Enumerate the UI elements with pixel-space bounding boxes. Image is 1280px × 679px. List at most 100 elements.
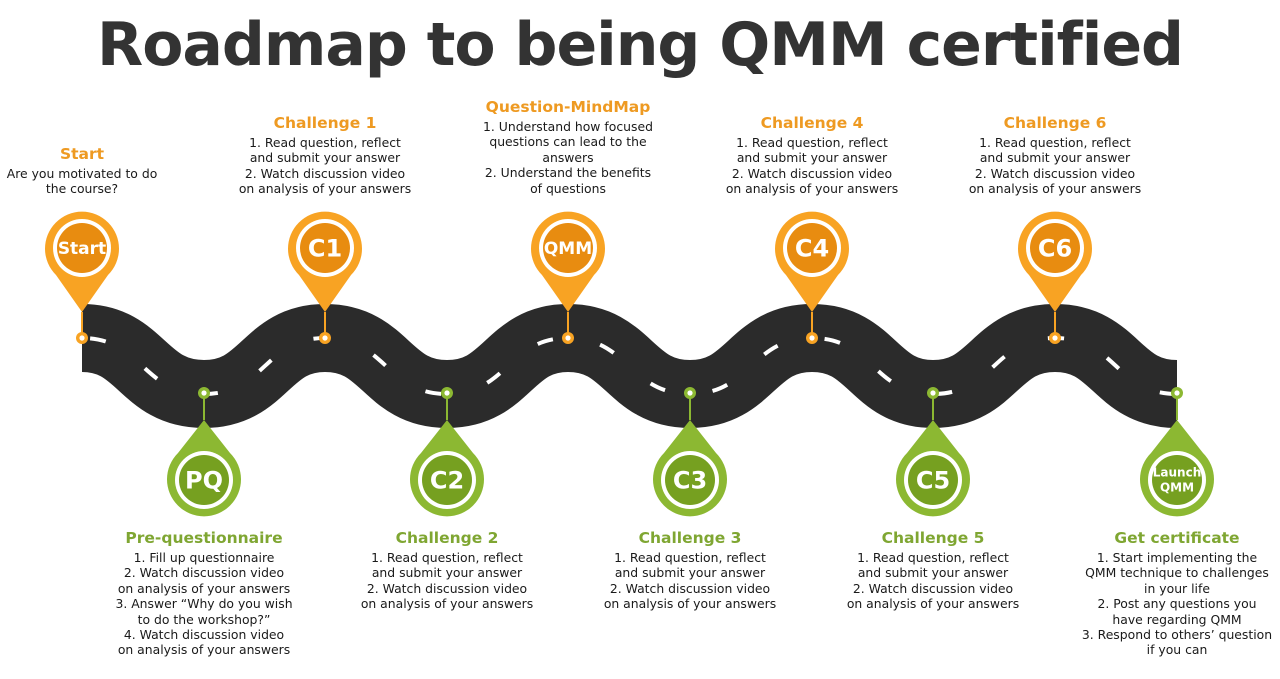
stage-step-line: on analysis of your answers <box>603 596 777 612</box>
stage-title: Challenge 1 <box>273 114 377 132</box>
pin-label: PQ <box>185 466 223 494</box>
stage-step-line: 2. Watch discussion video <box>731 165 893 181</box>
pin-inner-disc <box>57 223 107 273</box>
stage-step-line: 1. Read question, reflect <box>614 550 766 565</box>
pin-inner-disc <box>543 223 593 273</box>
pin-label: Launch <box>1153 466 1202 480</box>
stage-title: Pre-questionnaire <box>125 529 283 547</box>
pin-label: C5 <box>916 466 950 494</box>
stage-step-line: to do the workshop?” <box>137 611 271 627</box>
stage-title: Get certificate <box>1114 529 1240 547</box>
stage-title: Start <box>59 145 105 163</box>
pin-c2: C2 <box>410 387 484 517</box>
stage-title: Challenge 4 <box>760 114 864 132</box>
pin-c1: C1 <box>288 211 362 344</box>
pin-start: Start <box>45 211 120 344</box>
stage-step-line: 1. Understand how focused <box>483 119 653 134</box>
stage-step-line: and submit your answer <box>979 150 1131 166</box>
stage-step-line: 2. Watch discussion video <box>974 165 1136 181</box>
stage-qmm: Question-MindMap 1. Understand how focuse… <box>448 97 688 196</box>
stage-step-line: on analysis of your answers <box>238 181 412 197</box>
stage-step-line: 2. Watch discussion video <box>852 580 1014 596</box>
stage-step-line: 1. Read question, reflect <box>736 135 888 150</box>
road-marker-dot-center <box>1052 335 1058 341</box>
pin-c3: C3 <box>653 387 728 517</box>
stage-pq: Pre-questionnaire 1. Fill up questionnair… <box>84 528 324 658</box>
stage-c6: Challenge 6 1. Read question, reflect and … <box>935 113 1175 197</box>
pin-inner-disc <box>665 455 715 505</box>
stage-step-line: 1. Read question, reflect <box>857 550 1009 565</box>
road-marker-dot-center <box>930 390 936 396</box>
stage-step-line: 4. Watch discussion video <box>123 627 285 643</box>
stage-step-line: 1. Read question, reflect <box>371 550 523 565</box>
stage-step-line: Are you motivated to do <box>6 166 158 181</box>
stage-step-line: and submit your answer <box>857 565 1009 581</box>
stage-step-line: 1. Read question, reflect <box>249 135 401 150</box>
stage-c4: Challenge 4 1. Read question, reflect and … <box>692 113 932 197</box>
pin-inner-disc <box>1030 223 1080 273</box>
stage-title: Challenge 5 <box>881 529 985 547</box>
stage-step-line: have regarding QMM <box>1112 611 1242 627</box>
pin-label: C4 <box>795 234 829 262</box>
road-marker-dot-center <box>809 335 815 341</box>
stage-step-line: questions can lead to the <box>489 134 647 150</box>
stage-step-line: on analysis of your answers <box>968 181 1142 197</box>
pin-c5: C5 <box>896 387 970 517</box>
stage-step-line: and submit your answer <box>249 150 401 166</box>
stage-step-line: if you can <box>1146 642 1208 658</box>
stage-c5: Challenge 5 1. Read question, reflect and … <box>813 528 1053 612</box>
road-marker-dot-center <box>322 335 328 341</box>
road-marker-dot-center <box>444 390 450 396</box>
pin-label: C1 <box>308 234 342 262</box>
stage-c2: Challenge 2 1. Read question, reflect and … <box>327 528 567 612</box>
pin-qmm: QMM <box>531 211 606 344</box>
pin-c4: C4 <box>774 211 850 344</box>
road-marker-dot-center <box>565 335 571 341</box>
pin-label: C3 <box>673 466 707 494</box>
stage-title: Question-MindMap <box>485 98 651 116</box>
pin-label: C6 <box>1038 234 1072 262</box>
pin-inner-disc <box>300 223 350 273</box>
stage-launch: Get certificate 1. Start implementing the… <box>1057 528 1280 658</box>
road-body <box>79 303 1180 429</box>
stage-step-line: and submit your answer <box>736 150 888 166</box>
pin-inner-disc <box>787 223 837 273</box>
page-title: Roadmap to being QMM certified <box>97 10 1184 80</box>
stage-step-line: 1. Fill up questionnaire <box>133 550 275 565</box>
pin-label: QMM <box>1160 481 1194 495</box>
road-marker-dot-center <box>201 390 207 396</box>
stage-title: Challenge 6 <box>1003 114 1107 132</box>
stage-step-line: 2. Watch discussion video <box>123 565 285 581</box>
pin-c6: C6 <box>1018 211 1093 344</box>
stage-step-line: on analysis of your answers <box>117 642 291 658</box>
stage-step-line: 3. Answer “Why do you wish <box>115 596 293 612</box>
stage-step-line: 2. Post any questions you <box>1097 596 1257 612</box>
stage-step-line: and submit your answer <box>614 565 766 581</box>
stage-step-line: 2. Understand the benefits <box>484 165 652 181</box>
stage-step-line: in your life <box>1144 580 1210 596</box>
stage-step-line: 1. Start implementing the <box>1096 550 1258 565</box>
pin-label: QMM <box>544 239 592 259</box>
pin-label: Start <box>58 239 106 259</box>
stage-step-line: on analysis of your answers <box>725 181 899 197</box>
stage-step-line: on analysis of your answers <box>117 580 291 596</box>
stage-step-line: 2. Watch discussion video <box>609 580 771 596</box>
stage-step-line: 2. Watch discussion video <box>366 580 528 596</box>
stage-step-line: on analysis of your answers <box>360 596 534 612</box>
road-center-dashes <box>81 335 1178 397</box>
pin-inner-disc <box>422 455 472 505</box>
pin-inner-disc <box>1152 455 1202 505</box>
stage-step-line: and submit your answer <box>371 565 523 581</box>
road <box>79 303 1180 429</box>
stage-step-line: QMM technique to challenges <box>1085 565 1269 581</box>
stage-step-line: 2. Watch discussion video <box>244 165 406 181</box>
road-marker-dot-center <box>79 335 85 341</box>
stage-c1: Challenge 1 1. Read question, reflect and … <box>205 113 445 197</box>
stage-step-line: the course? <box>45 181 119 197</box>
stage-step-line: on analysis of your answers <box>846 596 1020 612</box>
stage-c3: Challenge 3 1. Read question, reflect and … <box>570 528 810 612</box>
pin-inner-disc <box>179 455 229 505</box>
